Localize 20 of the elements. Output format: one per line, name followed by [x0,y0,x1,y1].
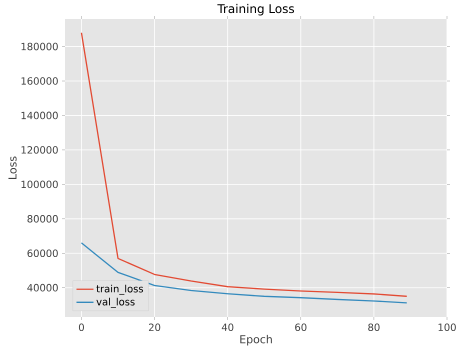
x-tick-label: 80 [368,323,380,332]
y-tick-label: 120000 [22,146,58,154]
y-tick-label: 140000 [22,112,58,120]
x-tick-label: 60 [295,323,306,332]
chart-title: Training Loss [217,4,294,16]
y-tick-label: 100000 [22,180,58,188]
x-tick-label: 20 [148,323,160,332]
legend-label: val_loss [96,298,135,308]
y-tick-label: 180000 [22,42,58,50]
x-tick-label: 0 [78,323,84,332]
y-tick-label: 40000 [27,284,58,292]
y-tick-label: 80000 [27,215,58,223]
x-tick-label: 100 [438,323,456,332]
legend-label: train_loss [96,284,144,295]
x-tick-label: 40 [222,323,234,332]
line-series [80,32,408,297]
y-tick-label: 160000 [22,77,58,85]
y-tick-label: 60000 [28,249,58,258]
y-axis-title: Loss [8,156,17,179]
x-axis-title: Epoch [240,334,272,346]
